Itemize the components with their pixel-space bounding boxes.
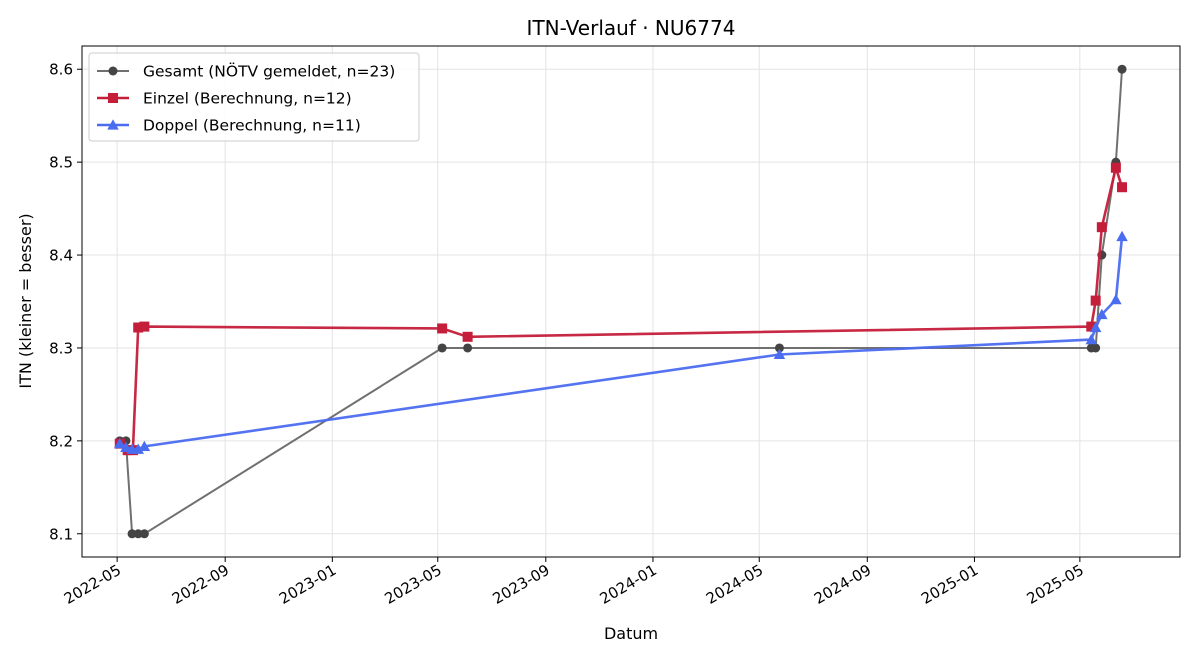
data-point — [1110, 162, 1121, 173]
legend-marker — [107, 119, 119, 130]
data-point — [1091, 343, 1101, 353]
data-point — [1089, 321, 1102, 333]
data-point — [139, 321, 150, 332]
series-layer — [114, 64, 1128, 539]
y-tick-label: 8.4 — [49, 247, 73, 265]
data-point — [114, 437, 126, 449]
legend: Gesamt (NÖTV gemeldet, n=23) Einzel (Bere… — [88, 52, 420, 142]
y-tick-label: 8.5 — [49, 154, 73, 172]
data-point — [1086, 321, 1097, 332]
x-axis-label: Datum — [604, 624, 658, 643]
legend-label: Einzel (Berechnung, n=12) — [143, 90, 352, 108]
legend-items: Gesamt (NÖTV gemeldet, n=23) Einzel (Bere… — [97, 62, 395, 135]
y-axis: 8.1 8.2 8.3 8.4 8.5 8.6 — [49, 61, 82, 543]
y-tick-label: 8.1 — [49, 525, 73, 543]
data-point — [1096, 222, 1107, 233]
data-point — [1117, 182, 1128, 193]
data-point — [462, 331, 473, 342]
legend-entry-1: Gesamt (NÖTV gemeldet, n=23) — [97, 62, 395, 81]
data-point — [1090, 295, 1101, 306]
legend-label: Gesamt (NÖTV gemeldet, n=23) — [143, 62, 395, 81]
legend-label: Doppel (Berechnung, n=11) — [143, 117, 361, 135]
data-point — [437, 343, 447, 353]
data-point — [133, 322, 144, 333]
data-point — [127, 529, 137, 539]
data-point — [1096, 308, 1108, 320]
legend-entry-3: Doppel (Berechnung, n=11) — [97, 117, 361, 135]
y-axis-label: ITN (kleiner = besser) — [16, 213, 35, 388]
data-point — [132, 443, 144, 454]
data-point — [773, 348, 786, 360]
series-3 — [114, 230, 1128, 454]
data-point — [774, 343, 784, 353]
y-tick-label: 8.3 — [49, 339, 73, 357]
chart-title: ITN-Verlauf · NU6774 — [527, 16, 736, 40]
data-point — [437, 323, 448, 334]
y-tick-label: 8.6 — [49, 61, 73, 79]
legend-entry-2: Einzel (Berechnung, n=12) — [97, 90, 352, 108]
data-point — [1117, 64, 1127, 74]
data-point — [133, 529, 143, 539]
data-point — [1110, 293, 1122, 305]
data-point — [1116, 230, 1128, 242]
data-point — [1085, 333, 1098, 345]
plot-frame — [81, 45, 1181, 558]
legend-marker — [108, 66, 118, 76]
data-point — [139, 529, 149, 539]
legend-box — [88, 52, 420, 142]
data-point — [463, 343, 473, 353]
data-point — [138, 440, 151, 452]
legend-marker — [108, 93, 118, 103]
y-tick-label: 8.2 — [49, 432, 73, 450]
